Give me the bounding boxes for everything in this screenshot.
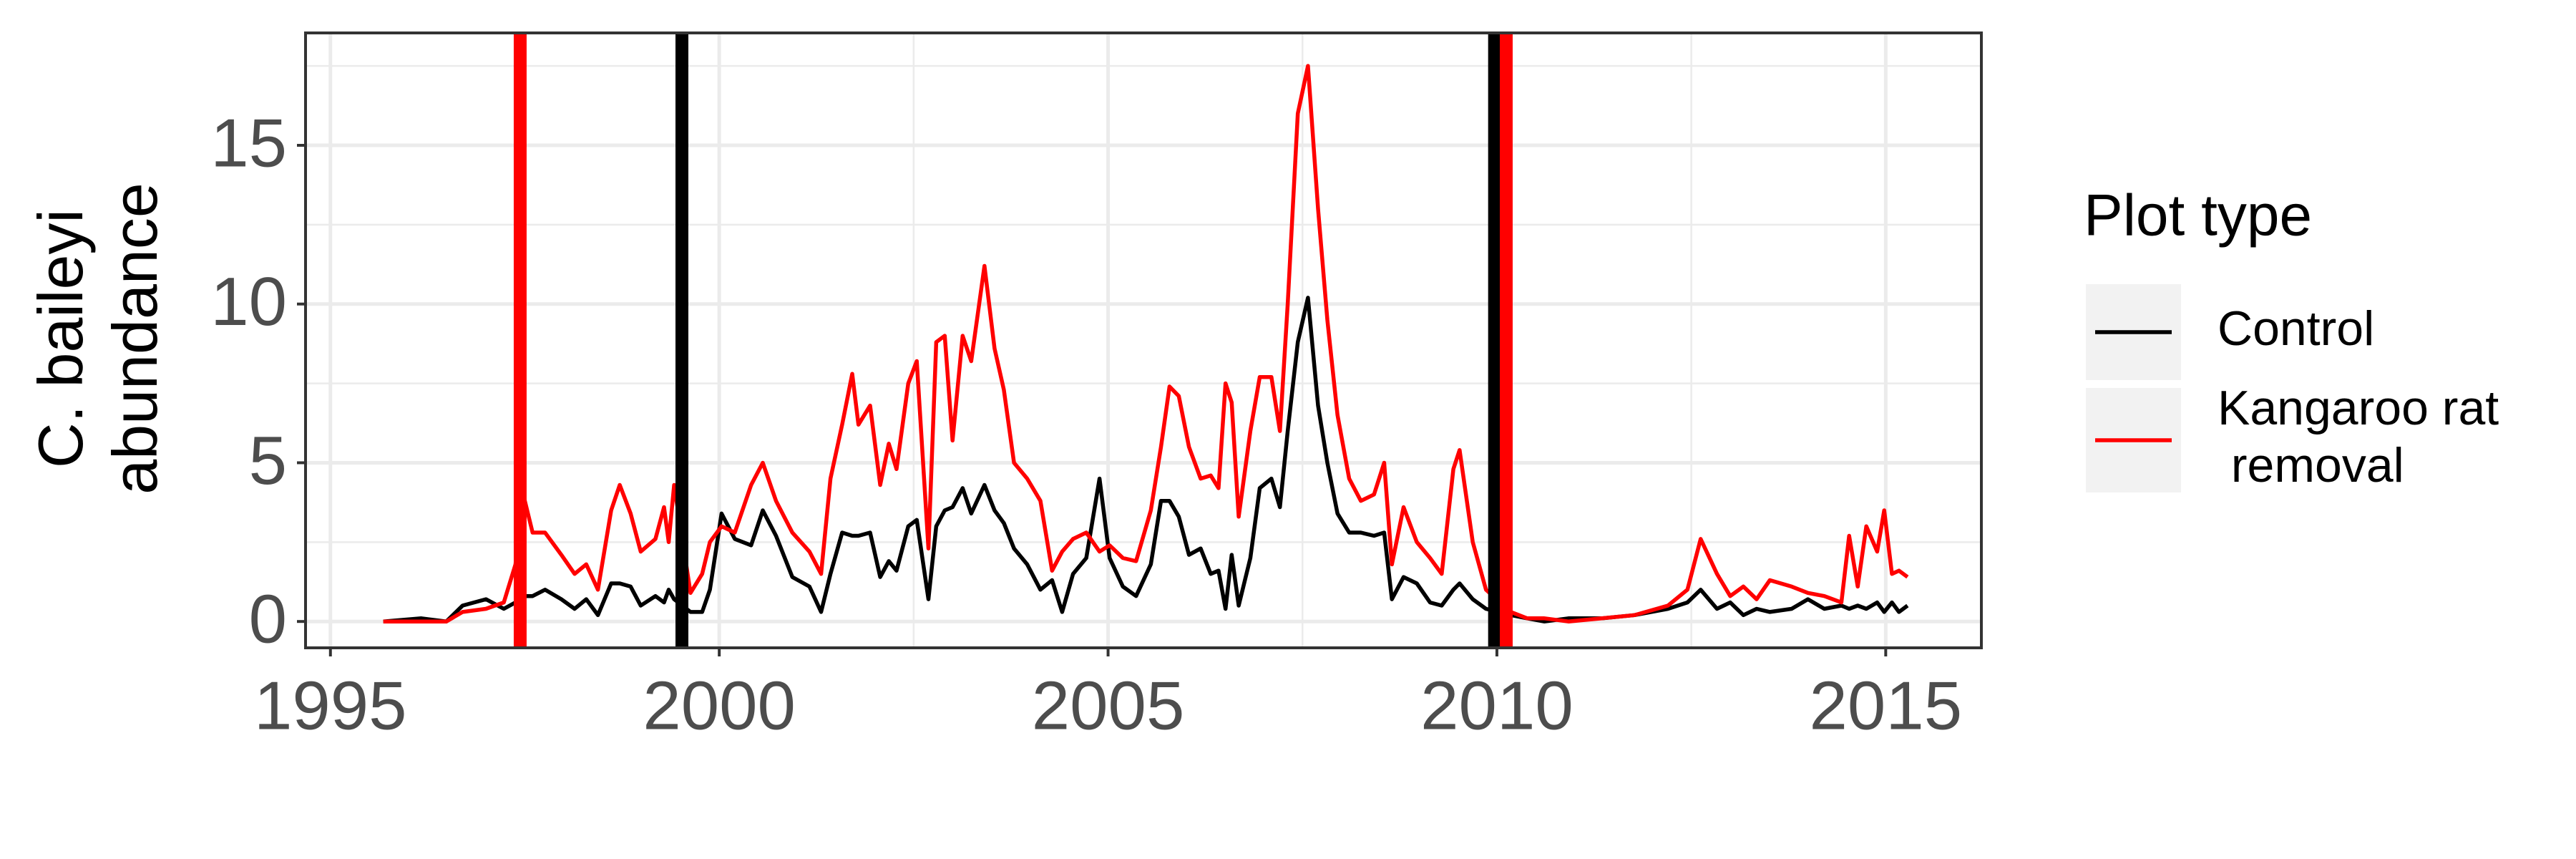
x-tick-label: 2010 <box>1420 667 1574 744</box>
y-tick-label: 15 <box>210 105 287 181</box>
panel-border <box>304 31 1983 649</box>
y-tick-label: 10 <box>210 263 287 340</box>
y-tick-label: 5 <box>249 422 287 499</box>
x-tick-label: 2000 <box>643 667 796 744</box>
y-axis-label: C. baileyiabundance <box>25 183 170 495</box>
legend-label: Control <box>2218 301 2374 356</box>
legend-label: Kangaroo rat removal <box>2218 381 2499 492</box>
legend-title: Plot type <box>2084 183 2312 248</box>
x-tick-label: 1995 <box>254 667 407 744</box>
x-tick-label: 2015 <box>1810 667 1963 744</box>
y-tick-label: 0 <box>249 581 287 658</box>
series-line <box>383 64 1909 623</box>
x-tick-label: 2005 <box>1032 667 1185 744</box>
